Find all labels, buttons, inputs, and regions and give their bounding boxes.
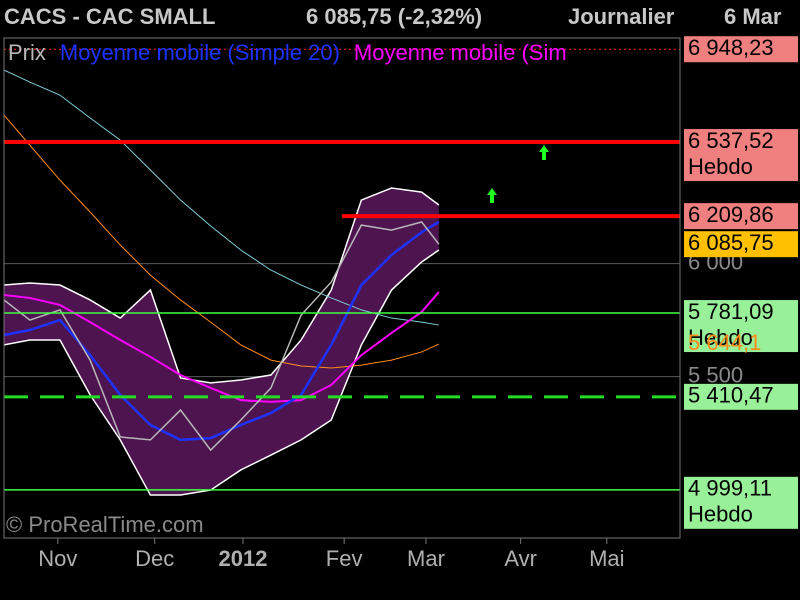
plot-area: Prix Moyenne mobile (Simple 20) Moyenne mo… <box>4 40 680 496</box>
plot-frame <box>3 37 681 539</box>
level-box <box>684 129 798 182</box>
x-tick-label: Dec <box>135 546 174 571</box>
x-tick-label: Fev <box>326 546 363 571</box>
band-line <box>4 187 440 384</box>
legend-entry: Moyenne mobile (Simple 20) <box>60 40 340 65</box>
signal-arrow <box>539 145 549 160</box>
header: CACS - CAC SMALL 6 085,75 (-2,32%) Journ… <box>4 4 782 29</box>
date: 6 Mar <box>724 4 782 29</box>
price-text: 6 085,75 (-2,32%) <box>306 4 482 29</box>
x-tick-label: Mai <box>589 546 624 571</box>
level-label: 6 948,23 <box>688 35 774 60</box>
chart-title: CACS - CAC SMALL <box>4 4 215 29</box>
x-tick-label: Avr <box>504 546 537 571</box>
series-line <box>4 69 439 326</box>
y-tick-label: 5 500 <box>688 362 743 387</box>
level-box <box>684 383 798 410</box>
level-box <box>684 231 798 258</box>
level-label: 5 781,09 <box>688 299 774 324</box>
level-label: 5 410,47 <box>688 383 774 408</box>
series-line <box>4 221 440 452</box>
x-tick-label: 2012 <box>218 546 267 571</box>
band-line <box>4 249 440 496</box>
level-label: 5 644,1 <box>688 330 761 355</box>
signal-arrow <box>487 188 497 203</box>
level-label: 4 999,11 <box>688 476 772 501</box>
legend-entry: Moyenne mobile (Sim <box>354 40 567 65</box>
series-line <box>4 220 440 442</box>
series-line <box>4 114 440 369</box>
x-tick-label: Nov <box>38 546 77 571</box>
period: Journalier <box>568 4 675 29</box>
level-tag: Hebdo <box>688 502 753 527</box>
level-tag: Hebdo <box>688 154 753 179</box>
level-label: 6 209,86 <box>688 202 774 227</box>
level-box <box>684 476 798 529</box>
legend-entry: Prix <box>8 40 46 65</box>
level-label: 6 085,75 <box>688 230 774 255</box>
level-tag: Hebdo <box>688 325 753 350</box>
level-box <box>684 300 798 353</box>
level-box <box>684 203 798 230</box>
level-box <box>684 36 798 63</box>
x-tick-label: Mar <box>407 546 445 571</box>
level-label: 6 537,52 <box>688 128 774 153</box>
watermark: © ProRealTime.com <box>6 512 204 537</box>
